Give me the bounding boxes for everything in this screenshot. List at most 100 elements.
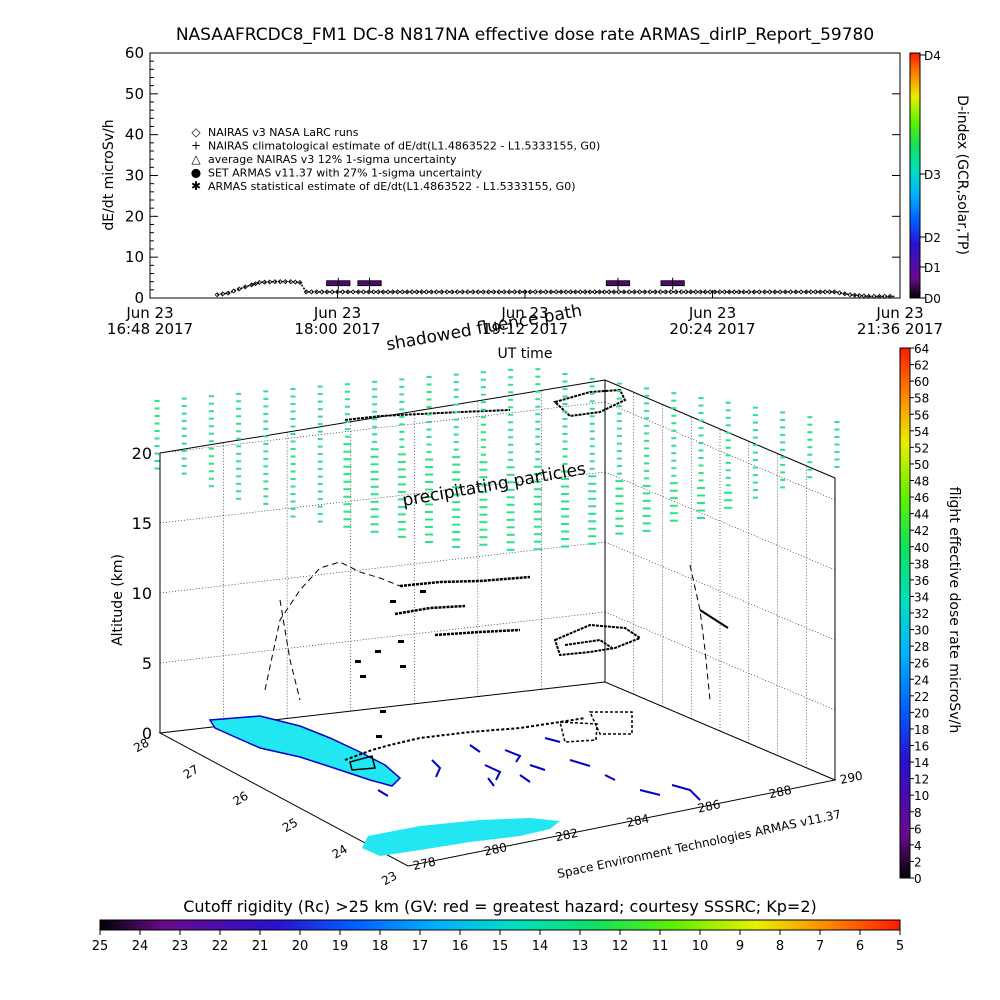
particle-mark (644, 454, 650, 457)
latitude-tick-label: 26 (230, 789, 250, 809)
dose-rate-tick-label: 58 (914, 392, 929, 406)
particle-mark (535, 398, 541, 401)
nairas-point (668, 289, 674, 295)
particle-mark (425, 488, 433, 491)
flight-track (264, 388, 729, 771)
particle-mark (425, 473, 433, 476)
particle-mark (698, 464, 704, 467)
nairas-point (419, 289, 425, 295)
x-tick-label-date: Jun 23 (125, 304, 173, 322)
latitude-ticks: 28 27 26 25 24 23 (131, 735, 399, 888)
particle-mark (671, 474, 677, 477)
particle-mark (589, 377, 595, 380)
dose-rate-tick-label: 26 (914, 657, 929, 671)
particle-mark (480, 401, 486, 404)
particle-mark (452, 531, 461, 534)
nairas-point (837, 290, 843, 296)
nairas-point (329, 289, 335, 295)
nairas-point (822, 289, 828, 295)
particle-mark (181, 412, 187, 415)
cutoff-rigidity-label: Cutoff rigidity (Rc) >25 km (GV: red = g… (183, 897, 817, 916)
particle-mark (208, 455, 214, 458)
particle-mark (671, 444, 677, 447)
nairas-point (314, 289, 320, 295)
particle-mark (644, 402, 650, 405)
particle-mark (588, 542, 597, 545)
dose-rate-tick-label: 30 (914, 624, 929, 638)
particle-mark (644, 477, 650, 480)
nairas-point (404, 289, 410, 295)
particle-mark (399, 438, 405, 441)
nairas-point (292, 279, 298, 285)
particle-mark (370, 485, 379, 488)
longitude-tick-label: 288 (768, 783, 793, 801)
particle-mark (372, 418, 378, 421)
credit-text: Space Environment Technologies ARMAS v11… (556, 807, 842, 881)
particle-mark (317, 423, 323, 426)
particle-mark (834, 451, 840, 453)
particle-mark (671, 392, 677, 395)
particle-mark (317, 408, 323, 411)
nairas-point (214, 292, 220, 298)
dose-rate-tick-label: 54 (914, 425, 929, 439)
nairas-point (444, 289, 450, 295)
d-index-tick-label: D1 (924, 261, 941, 275)
nairas-point (803, 289, 809, 295)
cutoff-rigidity-tick-label: 7 (816, 939, 824, 954)
particle-mark (181, 397, 187, 400)
nairas-point (262, 279, 268, 285)
particle-mark (589, 422, 595, 425)
particle-mark (317, 460, 323, 463)
series-armas (326, 277, 685, 290)
grid-line (159, 611, 606, 664)
y-axis-label: dE/dt microSv/h (101, 119, 117, 230)
particle-mark (453, 441, 459, 444)
particle-mark (725, 416, 731, 419)
dose-rate-tick-label: 22 (914, 690, 929, 704)
particle-mark (480, 393, 486, 396)
particle-mark (615, 525, 624, 528)
d-index-label: D-index (GCR,solar,TP) (954, 95, 970, 255)
nairas-point (751, 289, 757, 295)
nairas-point (522, 289, 528, 295)
particle-mark (181, 427, 187, 430)
particle-mark (480, 408, 486, 411)
legend-marker: △ (191, 152, 201, 166)
legend-marker: ◇ (191, 125, 201, 139)
nairas-point (882, 293, 888, 299)
particle-mark (780, 456, 786, 459)
particle-mark (154, 430, 160, 432)
d-index-tick-label: D2 (924, 231, 941, 245)
particle-mark (561, 508, 569, 510)
particle-mark (479, 528, 488, 531)
particle-mark (452, 546, 461, 549)
particle-mark (317, 438, 323, 441)
legend-marker: ✱ (191, 179, 201, 193)
d-index-ticks: D0 D1 D2 D3 D4 (920, 49, 941, 306)
particle-mark (834, 436, 840, 438)
particle-mark (671, 437, 677, 440)
particle-mark (562, 463, 568, 465)
particle-mark (780, 471, 786, 474)
particle-mark (370, 523, 379, 526)
particle-mark (425, 518, 433, 521)
particle-mark (181, 450, 187, 453)
nairas-point (731, 289, 737, 295)
altitude-tick-label: 20 (132, 444, 152, 463)
y-axis-ticks: 0 10 20 30 40 50 60 (125, 44, 900, 307)
nairas-point (390, 289, 396, 295)
particle-mark (562, 403, 568, 405)
particle-mark (263, 480, 269, 483)
particle-mark (642, 507, 651, 510)
particle-mark (780, 441, 786, 444)
particle-mark (506, 526, 515, 529)
y-tick-label: 60 (125, 44, 144, 62)
dose-rate-tick-label: 20 (914, 706, 929, 720)
particle-mark (535, 368, 541, 371)
particle-mark (290, 403, 296, 405)
particle-mark (479, 476, 488, 479)
particle-mark (807, 476, 813, 479)
florida-landmass (208, 715, 402, 787)
particle-mark (642, 484, 651, 487)
